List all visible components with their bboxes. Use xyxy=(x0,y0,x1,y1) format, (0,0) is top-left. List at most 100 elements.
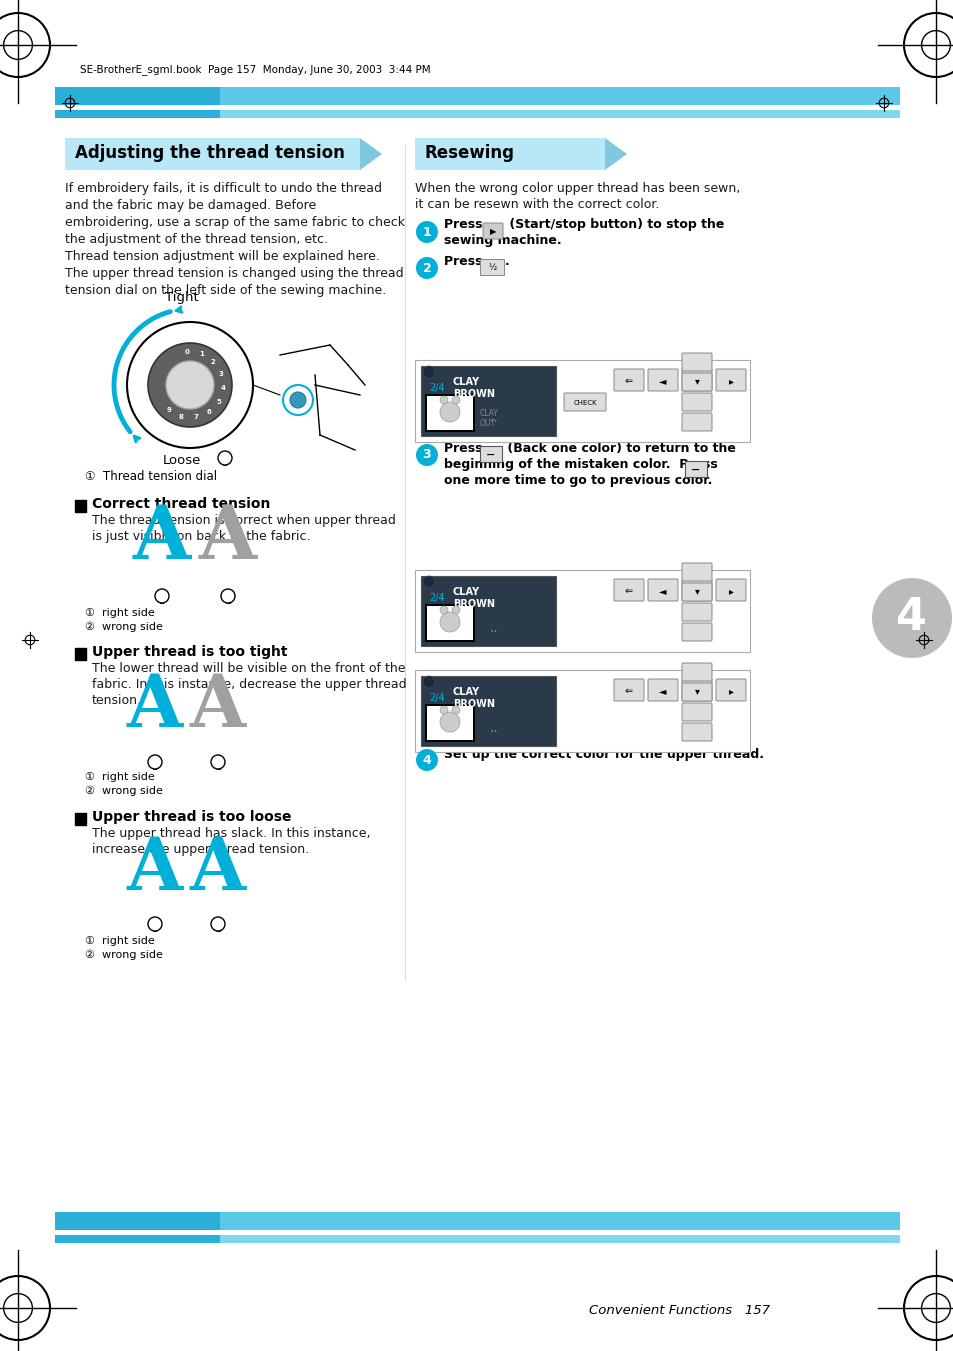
Text: Upper thread is too tight: Upper thread is too tight xyxy=(91,644,287,659)
Text: ⇐: ⇐ xyxy=(624,686,633,696)
FancyBboxPatch shape xyxy=(55,1235,899,1243)
FancyBboxPatch shape xyxy=(684,461,706,477)
FancyBboxPatch shape xyxy=(424,604,475,642)
Circle shape xyxy=(452,607,459,613)
FancyBboxPatch shape xyxy=(424,394,475,432)
Text: ①  right side: ① right side xyxy=(85,771,154,782)
FancyBboxPatch shape xyxy=(415,570,749,653)
FancyBboxPatch shape xyxy=(55,1235,220,1243)
Circle shape xyxy=(439,612,459,632)
Text: ▸: ▸ xyxy=(728,586,733,596)
Text: CHECK: CHECK xyxy=(573,400,597,407)
Text: 3: 3 xyxy=(218,370,223,377)
FancyBboxPatch shape xyxy=(55,109,899,118)
FancyBboxPatch shape xyxy=(424,704,475,742)
Text: ⇐: ⇐ xyxy=(624,376,633,386)
Text: 1: 1 xyxy=(198,351,204,357)
Text: ▾: ▾ xyxy=(694,376,699,386)
Text: A: A xyxy=(127,834,183,905)
Text: 2: 2 xyxy=(422,262,431,274)
FancyBboxPatch shape xyxy=(681,393,711,411)
Circle shape xyxy=(439,396,448,404)
Text: Set up the correct color for the upper thread.: Set up the correct color for the upper t… xyxy=(443,748,763,761)
Text: The upper thread has slack. In this instance,: The upper thread has slack. In this inst… xyxy=(91,827,370,840)
Text: 2/4: 2/4 xyxy=(429,382,444,393)
FancyBboxPatch shape xyxy=(647,580,678,601)
FancyBboxPatch shape xyxy=(647,680,678,701)
FancyBboxPatch shape xyxy=(55,1212,220,1229)
Text: ..: .. xyxy=(490,721,498,735)
Text: The upper thread tension is changed using the thread: The upper thread tension is changed usin… xyxy=(65,267,403,280)
Text: 4: 4 xyxy=(220,385,225,390)
Circle shape xyxy=(148,917,162,931)
FancyBboxPatch shape xyxy=(716,680,745,701)
Text: ..: .. xyxy=(490,621,498,635)
Text: 2: 2 xyxy=(225,596,231,607)
Circle shape xyxy=(290,392,306,408)
Text: CLAY: CLAY xyxy=(453,688,479,697)
Text: 2: 2 xyxy=(214,924,221,934)
FancyBboxPatch shape xyxy=(681,373,711,390)
FancyBboxPatch shape xyxy=(420,676,556,746)
Text: ▸: ▸ xyxy=(728,376,733,386)
Circle shape xyxy=(439,712,459,732)
Text: Adjusting the thread tension: Adjusting the thread tension xyxy=(75,145,345,162)
Text: ½: ½ xyxy=(487,263,496,273)
Text: tension.: tension. xyxy=(91,694,142,707)
FancyBboxPatch shape xyxy=(55,109,220,118)
Circle shape xyxy=(148,755,162,769)
FancyBboxPatch shape xyxy=(681,623,711,640)
Text: SE-BrotherE_sgml.book  Page 157  Monday, June 30, 2003  3:44 PM: SE-BrotherE_sgml.book Page 157 Monday, J… xyxy=(80,63,430,74)
Circle shape xyxy=(439,403,459,422)
Text: is just visible on back of the fabric.: is just visible on back of the fabric. xyxy=(91,530,310,543)
Text: ◄: ◄ xyxy=(659,586,666,596)
Text: OUT: OUT xyxy=(479,419,496,428)
Text: 2: 2 xyxy=(214,762,221,771)
FancyBboxPatch shape xyxy=(681,369,711,390)
Text: Upper thread is too loose: Upper thread is too loose xyxy=(91,811,292,824)
FancyBboxPatch shape xyxy=(614,369,643,390)
Text: 2/4: 2/4 xyxy=(429,693,444,703)
Text: BROWN: BROWN xyxy=(453,389,495,399)
Text: 1: 1 xyxy=(422,226,431,239)
Circle shape xyxy=(221,589,234,603)
FancyBboxPatch shape xyxy=(55,86,220,105)
Polygon shape xyxy=(359,138,381,170)
Text: ②  wrong side: ② wrong side xyxy=(85,621,163,632)
Text: Correct thread tension: Correct thread tension xyxy=(91,497,270,511)
Circle shape xyxy=(166,361,213,409)
Circle shape xyxy=(439,607,448,613)
Circle shape xyxy=(422,366,435,378)
FancyBboxPatch shape xyxy=(647,369,678,390)
Text: fabric. In this instance, decrease the upper thread: fabric. In this instance, decrease the u… xyxy=(91,678,406,690)
Text: When the wrong color upper thread has been sewn,: When the wrong color upper thread has be… xyxy=(415,182,740,195)
FancyBboxPatch shape xyxy=(681,723,711,740)
FancyBboxPatch shape xyxy=(479,446,501,462)
Text: tension dial on the left side of the sewing machine.: tension dial on the left side of the sew… xyxy=(65,284,386,297)
Text: 4: 4 xyxy=(896,597,926,639)
Text: 6: 6 xyxy=(207,409,211,415)
FancyBboxPatch shape xyxy=(479,259,503,276)
Text: Press: Press xyxy=(443,218,486,231)
Text: 9: 9 xyxy=(166,407,171,413)
Circle shape xyxy=(416,444,437,466)
Text: 0: 0 xyxy=(185,349,190,355)
Text: 8: 8 xyxy=(179,413,184,420)
Text: A: A xyxy=(190,671,246,742)
Text: ①  right side: ① right side xyxy=(85,608,154,617)
Text: 3: 3 xyxy=(422,449,431,462)
Text: Tight: Tight xyxy=(165,290,198,304)
Text: BROWN: BROWN xyxy=(453,698,495,709)
Text: ⇐: ⇐ xyxy=(624,586,633,596)
Text: If embroidery fails, it is difficult to undo the thread: If embroidery fails, it is difficult to … xyxy=(65,182,381,195)
FancyBboxPatch shape xyxy=(563,393,605,411)
FancyBboxPatch shape xyxy=(65,138,359,170)
Text: −: − xyxy=(486,450,496,459)
Text: 1: 1 xyxy=(152,924,158,934)
Text: ◄: ◄ xyxy=(659,376,666,386)
Circle shape xyxy=(416,222,437,243)
Text: ①  right side: ① right side xyxy=(85,936,154,946)
FancyBboxPatch shape xyxy=(55,1212,899,1229)
FancyBboxPatch shape xyxy=(427,707,473,740)
FancyBboxPatch shape xyxy=(415,359,749,442)
